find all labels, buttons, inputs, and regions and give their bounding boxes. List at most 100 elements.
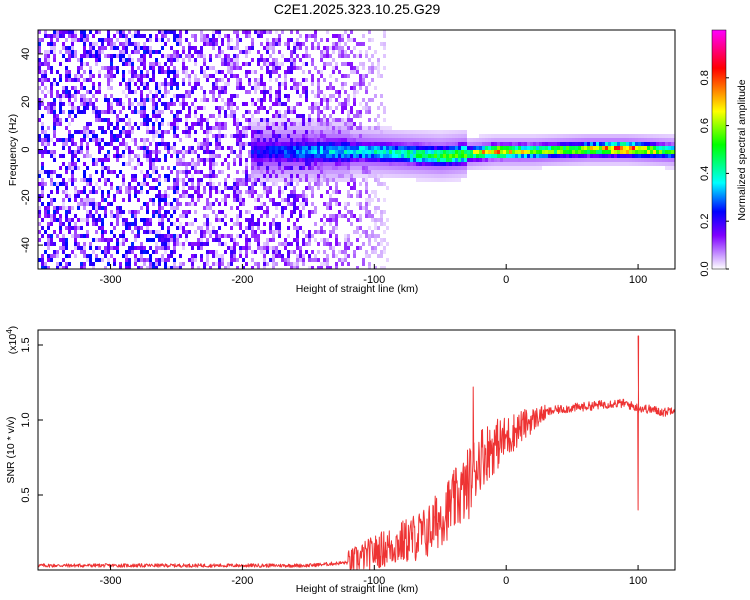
- spectrogram-cell-3081: [323, 222, 326, 226]
- spectrogram-cell-2278: [257, 266, 260, 269]
- spectrogram-cell-4333: [545, 150, 548, 154]
- spectrogram-cell-2867: [305, 146, 308, 150]
- spectrogram-cell-2264: [257, 170, 260, 174]
- spectrogram-cell-2091: [242, 114, 245, 118]
- spectrogram-cell-194: [56, 82, 59, 86]
- spectrogram-cell-3349: [347, 102, 350, 106]
- spectrogram-cell-431: [80, 74, 83, 78]
- spectrogram-cell-3193: [332, 218, 335, 222]
- spectrogram-cell-4256: [518, 162, 521, 166]
- spectrogram-cell-2120: [245, 134, 248, 138]
- spectrogram-cell-2824: [302, 130, 305, 134]
- spectrogram-cell-1133: [149, 78, 152, 82]
- spectrogram-cell-20: [38, 182, 41, 186]
- spectrogram-cell-4414: [575, 154, 578, 158]
- spectrogram-cell-2332: [263, 142, 266, 146]
- spectrogram-cell-3282: [341, 106, 344, 110]
- spectrogram-cell-159: [53, 46, 56, 50]
- spectrogram-cell-3206: [335, 98, 338, 102]
- spectrogram-cell-2414: [269, 146, 272, 150]
- spectrogram-cell-3827: [401, 154, 404, 158]
- spectrogram-cell-1570: [188, 186, 191, 190]
- spectrogram-cell-3861: [410, 146, 413, 150]
- spectrogram-cell-2188: [251, 162, 254, 166]
- spectrogram-cell-3433: [353, 162, 356, 166]
- spectrogram-cell-1412: [173, 186, 176, 190]
- spectrogram-cell-4580: [638, 146, 641, 150]
- spectrogram-cell-896: [125, 254, 128, 258]
- spectrogram-cell-1837: [215, 190, 218, 194]
- spectrogram-cell-2594: [284, 110, 287, 114]
- spectrogram-cell-1659: [197, 266, 200, 269]
- spectrogram-cell-82: [44, 182, 47, 186]
- spectrogram-cell-2013: [233, 242, 236, 246]
- spectrogram-cell-2410: [269, 130, 272, 134]
- spectrogram-cell-1009: [137, 110, 140, 114]
- spectrogram-cell-3146: [329, 162, 332, 166]
- spectrogram-cell-2426: [269, 222, 272, 226]
- spectrogram-cell-3671: [377, 106, 380, 110]
- spectrogram-cell-414: [77, 166, 80, 170]
- spectrogram-cell-894: [125, 238, 128, 242]
- spectrogram-cell-4523: [617, 142, 620, 146]
- spectrogram-cell-4662: [668, 150, 671, 154]
- spectrogram-cell-3571: [368, 30, 371, 34]
- spectrogram-cell-1461: [176, 242, 179, 246]
- spectrogram-cell-1378: [170, 202, 173, 206]
- spectrogram-cell-2194: [251, 186, 254, 190]
- spectrogram-cell-3834: [404, 134, 407, 138]
- spectrogram-cell-21: [38, 194, 41, 198]
- spectrogram-cell-2622: [287, 42, 290, 46]
- spectrogram-cell-1716: [203, 230, 206, 234]
- spectrogram-cell-2297: [260, 138, 263, 142]
- spectrogram-cell-56: [41, 218, 44, 222]
- spectrogram-cell-2276: [257, 246, 260, 250]
- spectrogram-cell-944: [131, 74, 134, 78]
- spectrogram-cell-1848: [218, 34, 221, 38]
- spectrogram-cell-670: [104, 38, 107, 42]
- spectrogram-cell-132: [50, 86, 53, 90]
- spectrogram-cell-3363: [347, 162, 350, 166]
- spectrogram-cell-1442: [176, 126, 179, 130]
- spectrogram-cell-1805: [212, 174, 215, 178]
- spectrogram-cell-2052: [236, 234, 239, 238]
- spectrogram-cell-503: [86, 126, 89, 130]
- spectrogram-cell-2462: [272, 222, 275, 226]
- spectrogram-cell-779: [113, 234, 116, 238]
- spectrogram-cell-3835: [404, 138, 407, 142]
- spectrogram-cell-566: [92, 134, 95, 138]
- spectrogram-cell-3515: [362, 82, 365, 86]
- spectrogram-cell-2471: [272, 266, 275, 269]
- spectrogram-cell-1986: [230, 258, 233, 262]
- spectrogram-cell-2583: [281, 254, 284, 258]
- spectrogram-cell-4506: [611, 138, 614, 142]
- spectrogram-cell-4010: [443, 178, 446, 182]
- spectrogram-cell-3137: [329, 126, 332, 130]
- spectrogram-cell-2479: [275, 78, 278, 82]
- spectrogram-cell-3724: [383, 34, 386, 38]
- spectrogram-cell-1403: [173, 126, 176, 130]
- spectrogram-cell-653: [101, 158, 104, 162]
- spectrogram-cell-1704: [203, 138, 206, 142]
- spectrogram-cell-3336: [344, 242, 347, 246]
- spectrogram-cell-119: [47, 242, 50, 246]
- spectrogram-cell-3226: [335, 190, 338, 194]
- spectrogram-cell-2453: [272, 162, 275, 166]
- spectrogram-cell-481: [83, 198, 86, 202]
- spectrogram-cell-134: [50, 94, 53, 98]
- spectrogram-cell-2382: [266, 178, 269, 182]
- spectrogram-cell-467: [83, 102, 86, 106]
- spectrogram-cell-1193: [155, 62, 158, 66]
- spectrogram-cell-4331: [545, 142, 548, 146]
- spectrogram-cell-2114: [245, 90, 248, 94]
- spectrogram-cell-4123: [473, 166, 476, 170]
- spectrogram-cell-541: [89, 178, 92, 182]
- spectrogram-cell-2079: [239, 214, 242, 218]
- spectrogram-cell-836: [119, 262, 122, 266]
- spectrogram-cell-1959: [227, 262, 230, 266]
- spectrogram-cell-2902: [308, 174, 311, 178]
- spectrogram-cell-522: [86, 254, 89, 258]
- spectrogram-cell-3517: [362, 106, 365, 110]
- spectrogram-cell-2762: [296, 174, 299, 178]
- spectrogram-cell-1743: [206, 214, 209, 218]
